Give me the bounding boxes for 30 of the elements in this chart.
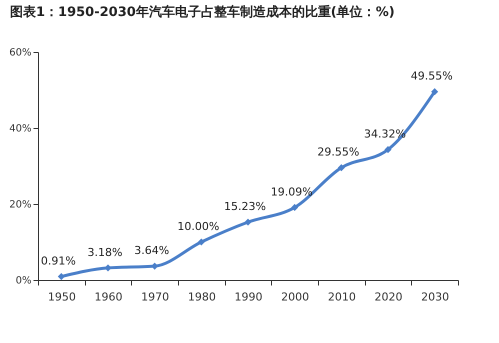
x-tick-label: 2030	[421, 290, 450, 304]
data-label: 3.64%	[134, 244, 170, 258]
y-tick-label: 20%	[9, 200, 32, 210]
y-tick-label: 0%	[16, 276, 32, 286]
data-label: 29.55%	[317, 146, 360, 159]
point	[384, 146, 392, 154]
data-label: 3.18%	[88, 246, 122, 259]
point	[244, 218, 252, 226]
point	[338, 164, 345, 172]
y-tick-label: 60%	[9, 48, 32, 58]
data-label: 19.09%	[270, 185, 313, 198]
x-tick-label: 1990	[234, 290, 262, 304]
data-label: 10.00%	[177, 220, 220, 233]
x-tick-label: 1960	[94, 290, 122, 304]
x-tick-label: 2010	[328, 290, 356, 304]
point	[431, 88, 438, 96]
x-tick-label: 2000	[281, 290, 310, 304]
chart-title: 图表1：1950-2030年汽车电子占整车制造成本的比重(单位：%)	[10, 4, 395, 20]
x-tick-label: 1980	[188, 290, 216, 304]
point	[58, 273, 65, 280]
x-tick-label: 2020	[374, 290, 402, 304]
data-label: 49.55%	[410, 70, 453, 83]
data-label: 15.23%	[224, 200, 266, 214]
point	[198, 238, 205, 246]
point	[291, 204, 298, 211]
point	[151, 262, 158, 270]
y-tick-label: 40%	[9, 124, 32, 134]
x-tick-label: 1950	[48, 290, 76, 304]
data-label: 0.91%	[40, 254, 76, 268]
x-tick-label: 1970	[141, 290, 170, 304]
